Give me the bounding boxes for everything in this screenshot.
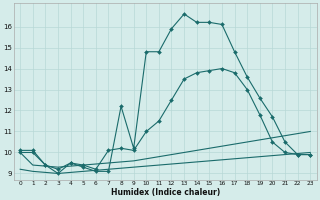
X-axis label: Humidex (Indice chaleur): Humidex (Indice chaleur) — [111, 188, 220, 197]
